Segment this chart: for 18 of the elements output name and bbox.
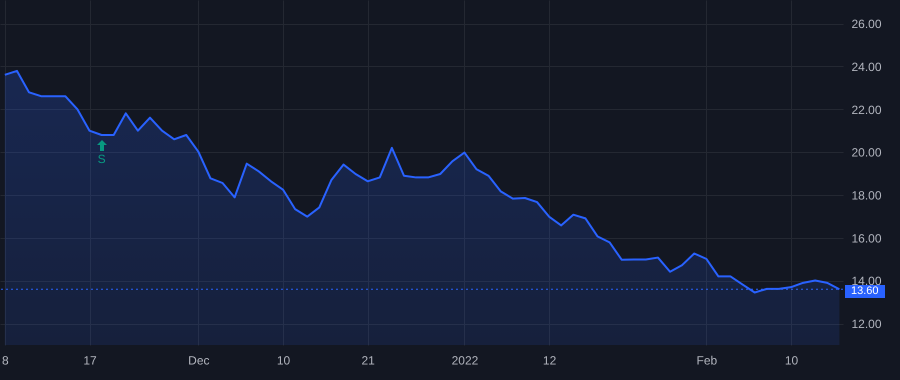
annotation: S (96, 152, 107, 166)
y-tick-label: 24.00 (852, 60, 882, 74)
y-tick-label: 12.00 (852, 317, 882, 332)
x-tick-label: 21 (362, 354, 376, 368)
y-tick-label: 18.00 (852, 188, 882, 202)
x-tick-label: 8 (2, 354, 9, 368)
x-tick-label: 12 (542, 354, 557, 368)
y-tick-label: 26.00 (852, 17, 882, 32)
x-tick-label: Feb (696, 354, 718, 368)
x-tick-label: 10 (784, 354, 798, 368)
y-tick-label: 22.00 (852, 102, 882, 117)
x-tick-label: 17 (83, 354, 97, 368)
ref-line-label: 13.60 (845, 285, 885, 298)
y-tick-label: 20.00 (852, 146, 882, 160)
x-tick-label: 2022 (452, 354, 479, 368)
y-tick-label: 16.00 (852, 231, 882, 246)
x-tick-label: 10 (276, 354, 291, 368)
x-tick-label: Dec (188, 354, 210, 368)
